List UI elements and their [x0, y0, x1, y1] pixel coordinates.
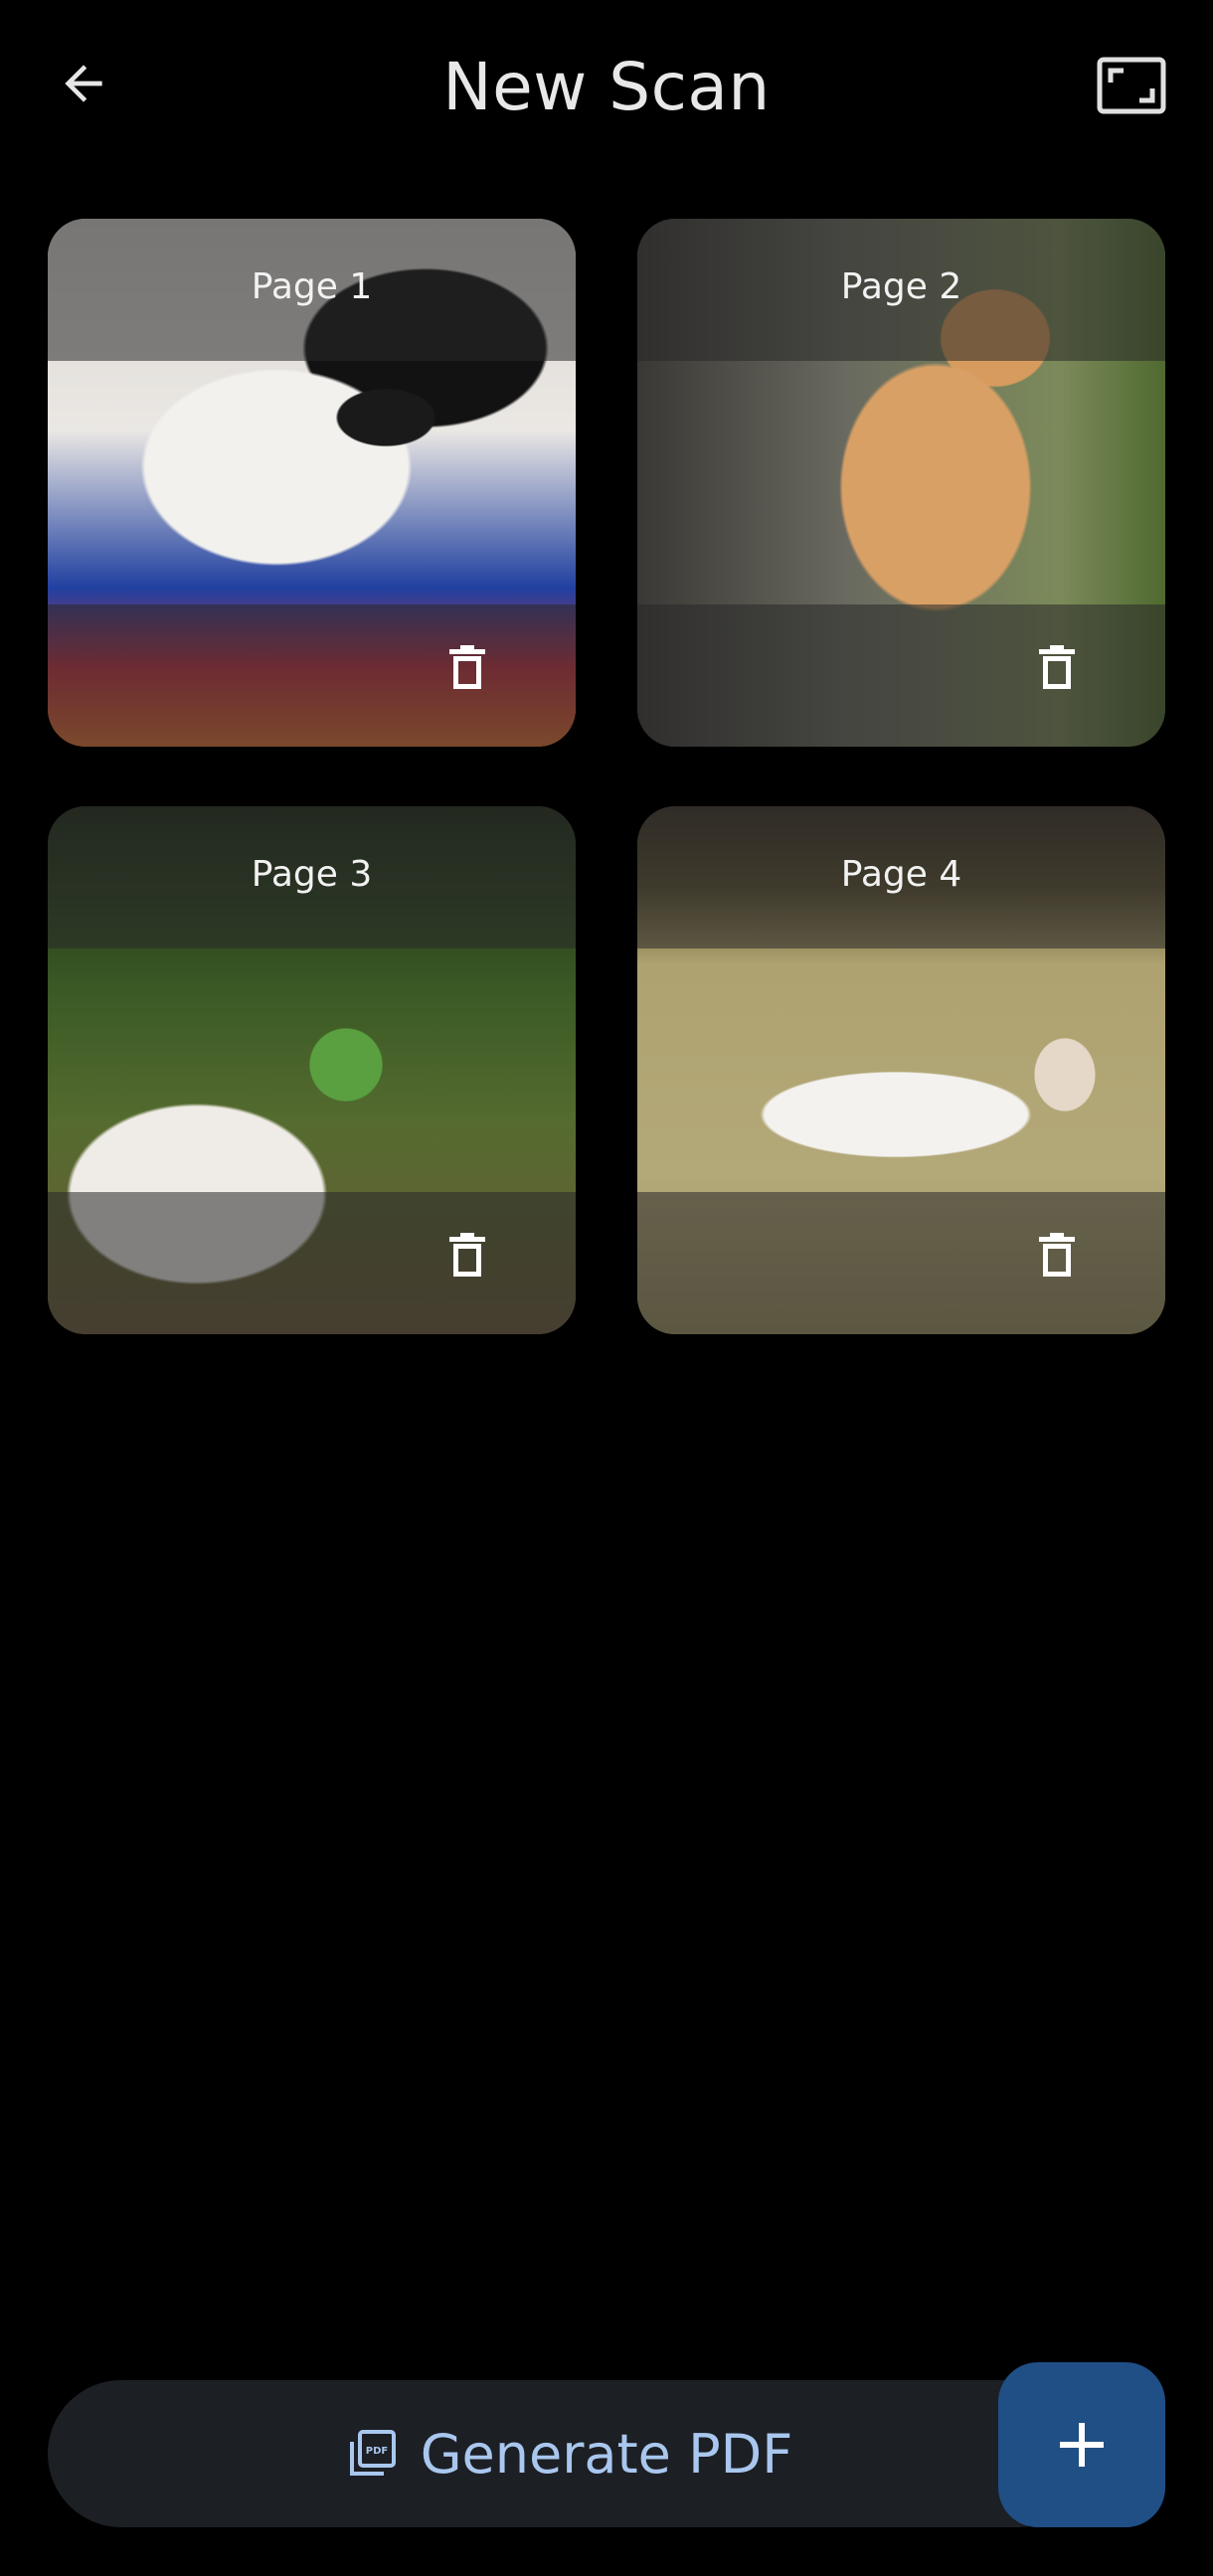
fullscreen-icon [1097, 57, 1166, 114]
page-title: New Scan [442, 49, 771, 125]
trash-icon [1039, 645, 1075, 689]
svg-text:PDF: PDF [365, 2446, 387, 2457]
trash-icon [449, 1233, 485, 1277]
arrow-left-icon [65, 65, 102, 102]
page-card-2[interactable]: Page 2 [637, 219, 1165, 747]
top-app-bar: New Scan [0, 0, 1213, 179]
generate-pdf-button[interactable]: PDF Generate PDF [48, 2380, 1092, 2527]
trash-icon [1039, 1233, 1075, 1277]
delete-page-button[interactable] [435, 636, 499, 700]
page-card-4[interactable]: Page 4 [637, 806, 1165, 1334]
trash-icon [449, 645, 485, 689]
generate-pdf-label: Generate PDF [420, 2422, 793, 2486]
add-page-button[interactable] [998, 2362, 1165, 2527]
page-label: Page 3 [251, 854, 373, 895]
page-label: Page 4 [840, 854, 962, 895]
delete-page-button[interactable] [435, 1224, 499, 1288]
page-grid: Page 1 Page 2 Page 3 [48, 219, 1165, 1334]
pdf-icon: PDF [347, 2429, 397, 2479]
page-card-1[interactable]: Page 1 [48, 219, 576, 747]
fullscreen-button[interactable] [1092, 46, 1171, 125]
page-label: Page 1 [251, 266, 373, 307]
delete-page-button[interactable] [1025, 636, 1089, 700]
page-label: Page 2 [840, 266, 962, 307]
page-card-3[interactable]: Page 3 [48, 806, 576, 1334]
delete-page-button[interactable] [1025, 1224, 1089, 1288]
back-button[interactable] [44, 44, 123, 123]
plus-icon [1060, 2423, 1104, 2467]
